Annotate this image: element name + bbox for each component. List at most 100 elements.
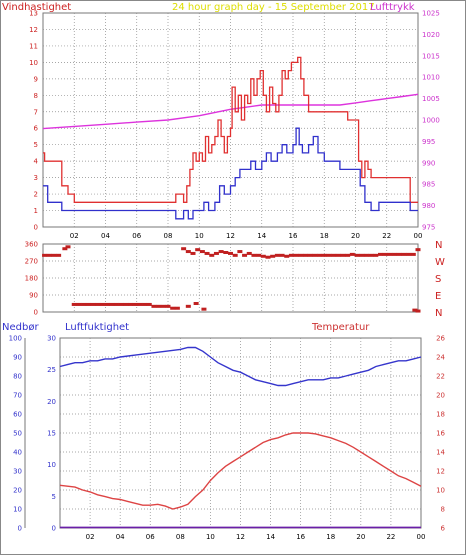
wind-direction-point — [151, 304, 157, 308]
wind-direction-point — [415, 248, 421, 252]
wind-speed-tick-label: 9 — [34, 75, 38, 83]
time-tick-label: 14 — [257, 232, 266, 240]
wind-direction-point — [260, 254, 266, 258]
time-tick-label: 10 — [206, 533, 215, 541]
pressure-tick-label: 1010 — [422, 74, 440, 82]
direction-degree-tick-label: 90 — [29, 292, 38, 300]
wind-gust-series-line — [43, 56, 418, 203]
humidity-temp-time-axis: 02 04 06 08 10 12 14 16 18 20 22 00 — [86, 533, 426, 541]
time-tick-label: 06 — [132, 232, 141, 240]
wind-direction-point — [185, 304, 191, 308]
direction-compass-tick-label: W — [435, 257, 445, 268]
humidity-tick-label: 30 — [47, 335, 56, 343]
wind-speed-tick-label: 1 — [34, 207, 38, 215]
wind-speed-tick-label: 5 — [34, 141, 38, 149]
pressure-tick-label: 975 — [422, 224, 435, 232]
time-tick-label: 22 — [386, 533, 395, 541]
time-tick-label: 18 — [320, 232, 329, 240]
wind-direction-point — [185, 250, 191, 254]
time-tick-label: 16 — [289, 232, 298, 240]
temperature-tick-label: 26 — [436, 335, 445, 343]
temperature-series-line — [59, 432, 422, 510]
pressure-tick-label: 1000 — [422, 117, 440, 125]
time-tick-label: 18 — [326, 533, 335, 541]
temperature-tick-label: 18 — [436, 411, 445, 419]
pressure-tick-label: 995 — [422, 138, 435, 146]
wind-direction-point — [284, 254, 290, 258]
time-tick-label: 08 — [176, 533, 185, 541]
wind-speed-tick-label: 3 — [34, 174, 38, 182]
wind-direction-point — [288, 253, 294, 257]
wind-direction-point — [326, 253, 332, 257]
time-tick-label: 16 — [296, 533, 305, 541]
precip-axis: 0 10 20 30 40 50 60 70 80 90 100 — [9, 335, 22, 533]
wind-speed-tick-label: 2 — [34, 191, 38, 199]
pressure-tick-label: 980 — [422, 202, 435, 210]
wind-direction-point — [170, 306, 176, 310]
wind-direction-point — [307, 253, 313, 257]
precip-tick-label: 20 — [13, 487, 22, 495]
wind-direction-point — [118, 302, 124, 306]
wind-direction-point — [270, 254, 276, 258]
time-tick-label: 20 — [356, 533, 365, 541]
wind-speed-tick-label: 13 — [29, 10, 38, 18]
wind-direction-point — [410, 252, 416, 256]
humidity-tick-label: 20 — [47, 398, 56, 406]
wind-direction-point — [387, 252, 393, 256]
wind-direction-point — [62, 247, 68, 251]
temperature-tick-label: 6 — [441, 525, 446, 533]
wind-direction-point — [415, 309, 421, 313]
pressure-tick-label: 990 — [422, 159, 435, 167]
precip-tick-label: 60 — [13, 411, 22, 419]
wind-direction-point — [251, 253, 257, 257]
precip-tick-label: 80 — [13, 373, 22, 381]
time-tick-label: 00 — [417, 533, 426, 541]
wind-direction-point — [382, 252, 388, 256]
wind-direction-point — [46, 253, 52, 257]
temperature-tick-label: 20 — [436, 392, 445, 400]
wind-direction-point — [354, 253, 360, 257]
chart-title: 24 hour graph day - 15 September 2017 — [172, 2, 375, 13]
precip-axis-title: Nedbør — [2, 322, 39, 333]
time-tick-label: 04 — [101, 232, 110, 240]
direction-compass-tick-label: S — [435, 274, 441, 285]
time-tick-label: 22 — [382, 232, 391, 240]
wind-direction-point — [195, 248, 201, 252]
wind-direction-point — [303, 253, 308, 257]
time-tick-label: 02 — [86, 533, 95, 541]
wind-direction-point — [331, 253, 337, 257]
wind-direction-point — [95, 302, 101, 306]
wind-direction-point — [204, 251, 210, 255]
humidity-temp-series — [59, 346, 422, 529]
wind-panel-time-axis: 02 04 06 08 10 12 14 16 18 20 22 00 — [70, 232, 423, 240]
direction-degree-tick-label: 180 — [25, 275, 38, 283]
wind-direction-point — [396, 252, 402, 256]
wind-direction-point — [201, 307, 207, 311]
precip-tick-label: 10 — [13, 506, 22, 514]
wind-direction-point — [335, 253, 341, 257]
pressure-tick-label: 1025 — [422, 10, 440, 18]
wind-direction-point — [321, 253, 327, 257]
wind-direction-point — [368, 253, 374, 257]
pressure-tick-label: 1020 — [422, 31, 440, 39]
direction-compass-tick-label: N — [435, 240, 442, 251]
time-tick-label: 12 — [226, 232, 235, 240]
pressure-tick-label: 1005 — [422, 95, 440, 103]
humidity-series-line — [59, 346, 422, 387]
wind-direction-point — [237, 250, 243, 254]
precip-tick-label: 90 — [13, 354, 22, 362]
humidity-tick-label: 0 — [52, 525, 56, 533]
wind-direction-point — [401, 252, 407, 256]
wind-direction-point — [146, 302, 152, 306]
pressure-series-line — [42, 93, 419, 130]
time-tick-label: 10 — [195, 232, 204, 240]
wind-direction-point — [137, 302, 143, 306]
wind-direction-point — [406, 252, 412, 256]
wind-direction-point — [317, 253, 323, 257]
wind-direction-point — [51, 253, 57, 257]
pressure-axis-title: Lufttrykk — [370, 2, 415, 13]
wind-direction-point — [359, 253, 365, 257]
temperature-tick-label: 8 — [441, 506, 445, 514]
